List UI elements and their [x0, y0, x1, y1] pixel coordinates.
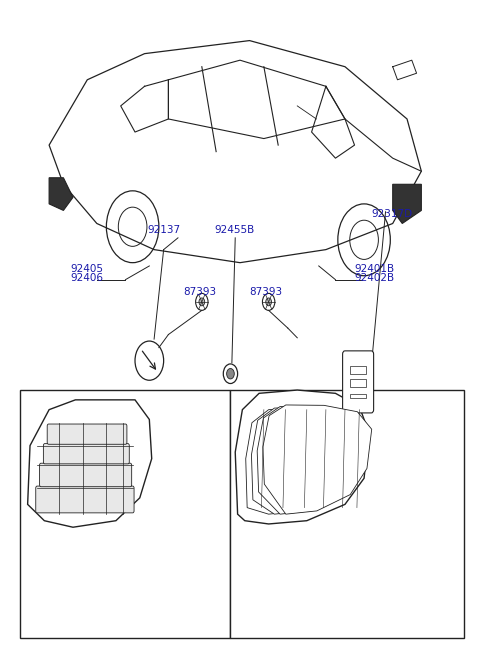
Polygon shape — [246, 407, 355, 514]
Text: 92406: 92406 — [71, 273, 104, 283]
Text: 92317D: 92317D — [371, 209, 412, 218]
Bar — [21, 390, 230, 638]
Circle shape — [266, 298, 272, 306]
FancyBboxPatch shape — [39, 463, 132, 487]
FancyBboxPatch shape — [43, 443, 129, 464]
Polygon shape — [28, 400, 152, 527]
Text: 92401B: 92401B — [355, 264, 395, 274]
FancyBboxPatch shape — [47, 424, 127, 444]
Polygon shape — [393, 184, 421, 224]
FancyBboxPatch shape — [36, 486, 134, 513]
Bar — [350, 366, 365, 374]
Polygon shape — [235, 390, 369, 524]
Polygon shape — [252, 407, 360, 514]
Text: 87393: 87393 — [250, 287, 283, 297]
Text: 92455B: 92455B — [215, 225, 255, 236]
Circle shape — [199, 298, 204, 306]
Bar — [350, 379, 365, 387]
Text: 92405: 92405 — [71, 264, 104, 274]
Polygon shape — [257, 406, 366, 514]
Bar — [230, 390, 464, 638]
Bar — [350, 394, 365, 398]
Text: 87393: 87393 — [183, 287, 216, 297]
Polygon shape — [263, 405, 372, 514]
Text: 92402B: 92402B — [355, 273, 395, 283]
Text: 92137: 92137 — [147, 225, 180, 236]
Circle shape — [227, 369, 234, 379]
FancyBboxPatch shape — [343, 351, 373, 413]
Polygon shape — [49, 178, 73, 211]
